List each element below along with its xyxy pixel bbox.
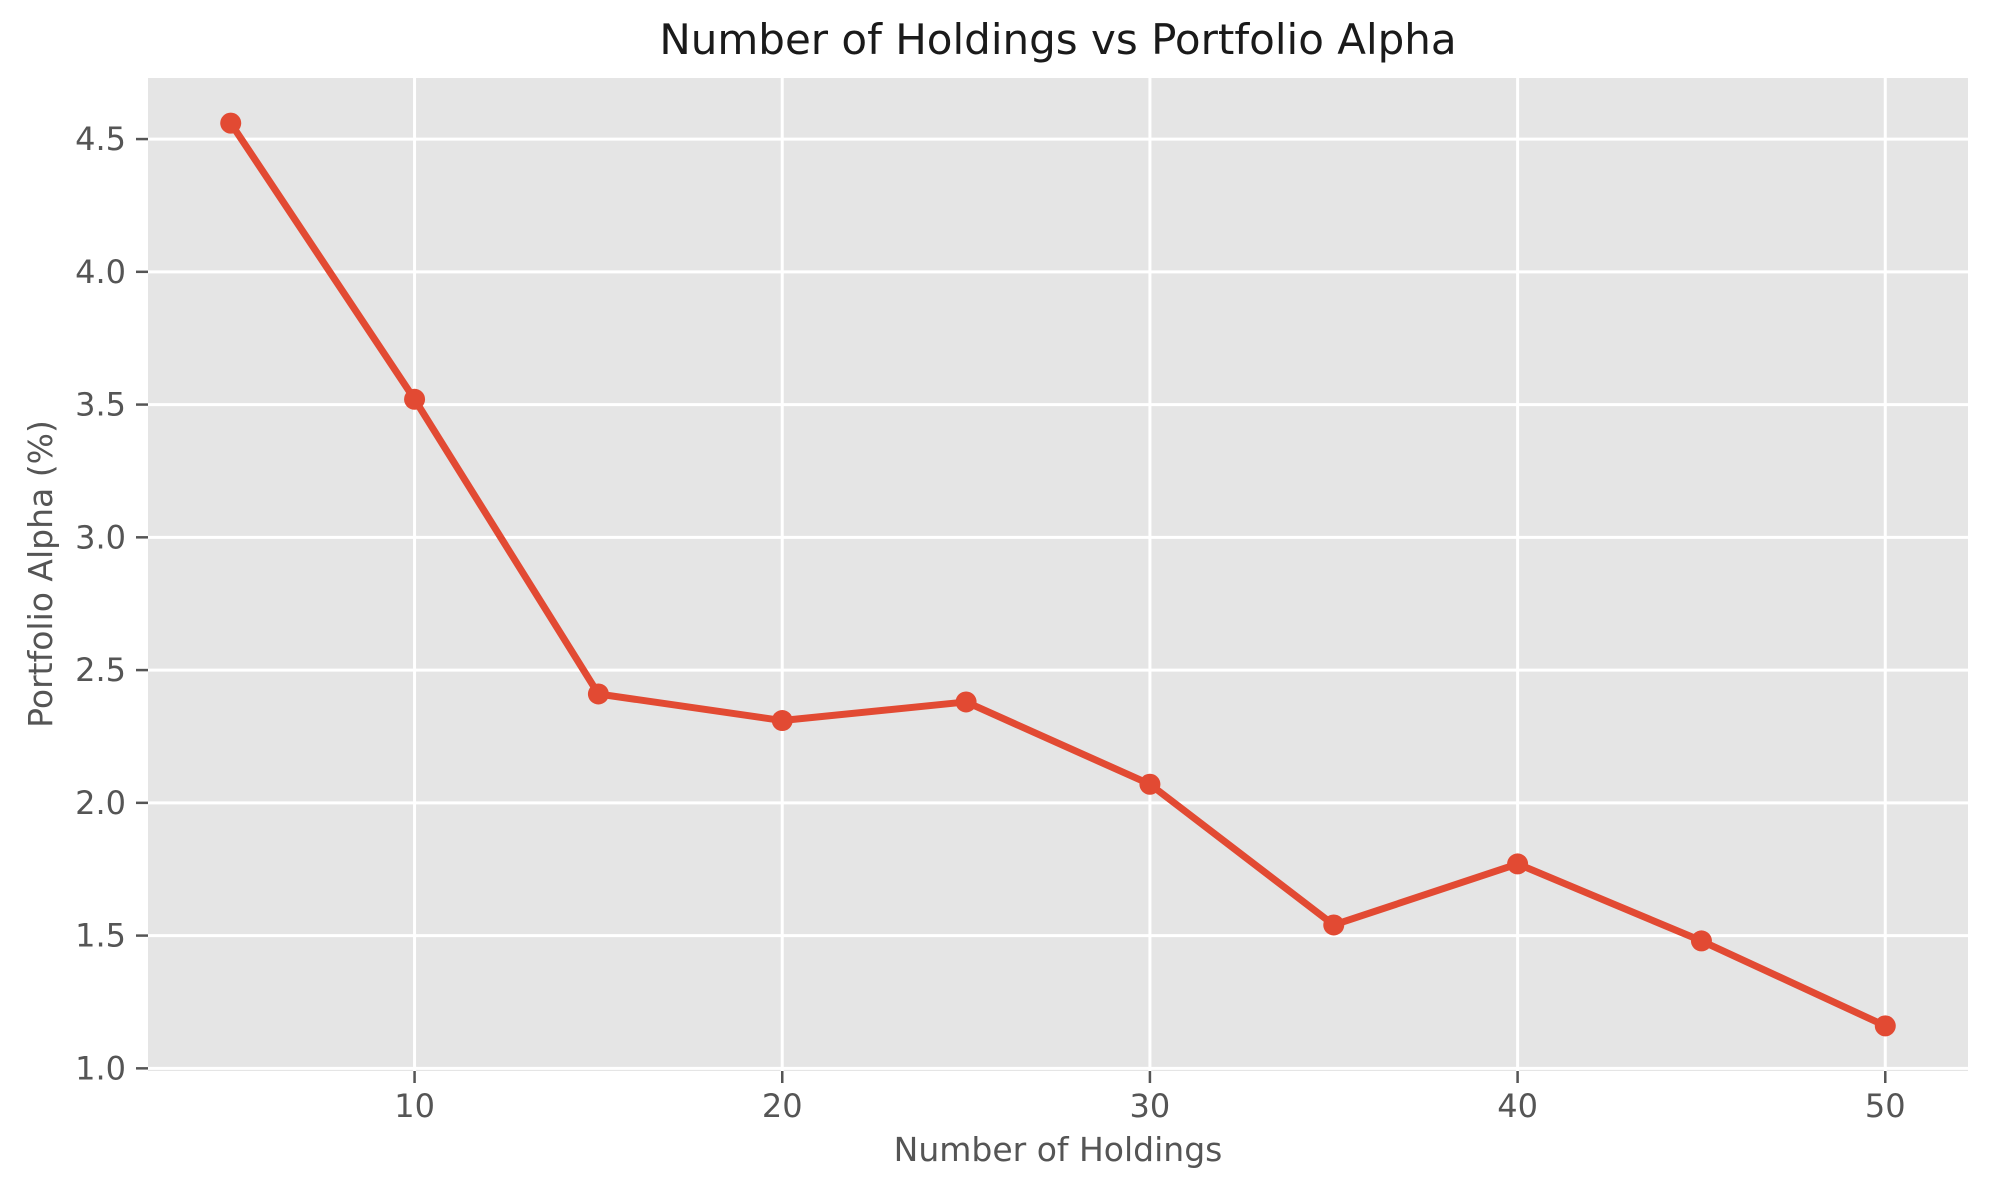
y-tick-label: 4.5: [75, 120, 126, 158]
data-point-marker: [1323, 914, 1345, 936]
y-tick-label: 1.5: [75, 917, 126, 955]
y-tick-label: 4.0: [75, 253, 126, 291]
data-point-marker: [1874, 1015, 1896, 1037]
tick-marks: [136, 137, 1887, 1083]
data-point-marker: [955, 691, 977, 713]
alpha-line-series: [227, 119, 1889, 1030]
y-tick-label: 2.5: [75, 651, 126, 689]
y-tick-label: 2.0: [75, 784, 126, 822]
plot-area: [148, 78, 1968, 1071]
data-point-marker: [220, 112, 242, 134]
x-tick-label: 40: [1497, 1087, 1538, 1125]
y-tick-label: 3.0: [75, 518, 126, 556]
y-tick-label: 3.5: [75, 386, 126, 424]
gridlines: [148, 78, 1968, 1071]
data-point-marker: [771, 710, 793, 732]
data-point-marker: [404, 388, 426, 410]
data-point-marker: [1507, 853, 1529, 875]
x-tick-label: 20: [762, 1087, 803, 1125]
data-point-marker: [1139, 773, 1161, 795]
y-tick-label: 1.0: [75, 1049, 126, 1087]
y-axis-label: Portfolio Alpha (%): [21, 420, 60, 728]
x-tick-label: 10: [394, 1087, 435, 1125]
x-axis-label: Number of Holdings: [894, 1130, 1223, 1169]
data-point-marker: [1690, 930, 1712, 952]
chart-title: Number of Holdings vs Portfolio Alpha: [659, 15, 1456, 64]
data-point-marker: [587, 683, 609, 705]
tick-labels: 10 20 30 40 50 1.0 1.5 2.0 2.5 3.0 3.5 4.0 4.5: [75, 120, 1906, 1125]
x-tick-label: 30: [1130, 1087, 1171, 1125]
series-layer: [220, 112, 1896, 1037]
x-tick-label: 50: [1865, 1087, 1906, 1125]
